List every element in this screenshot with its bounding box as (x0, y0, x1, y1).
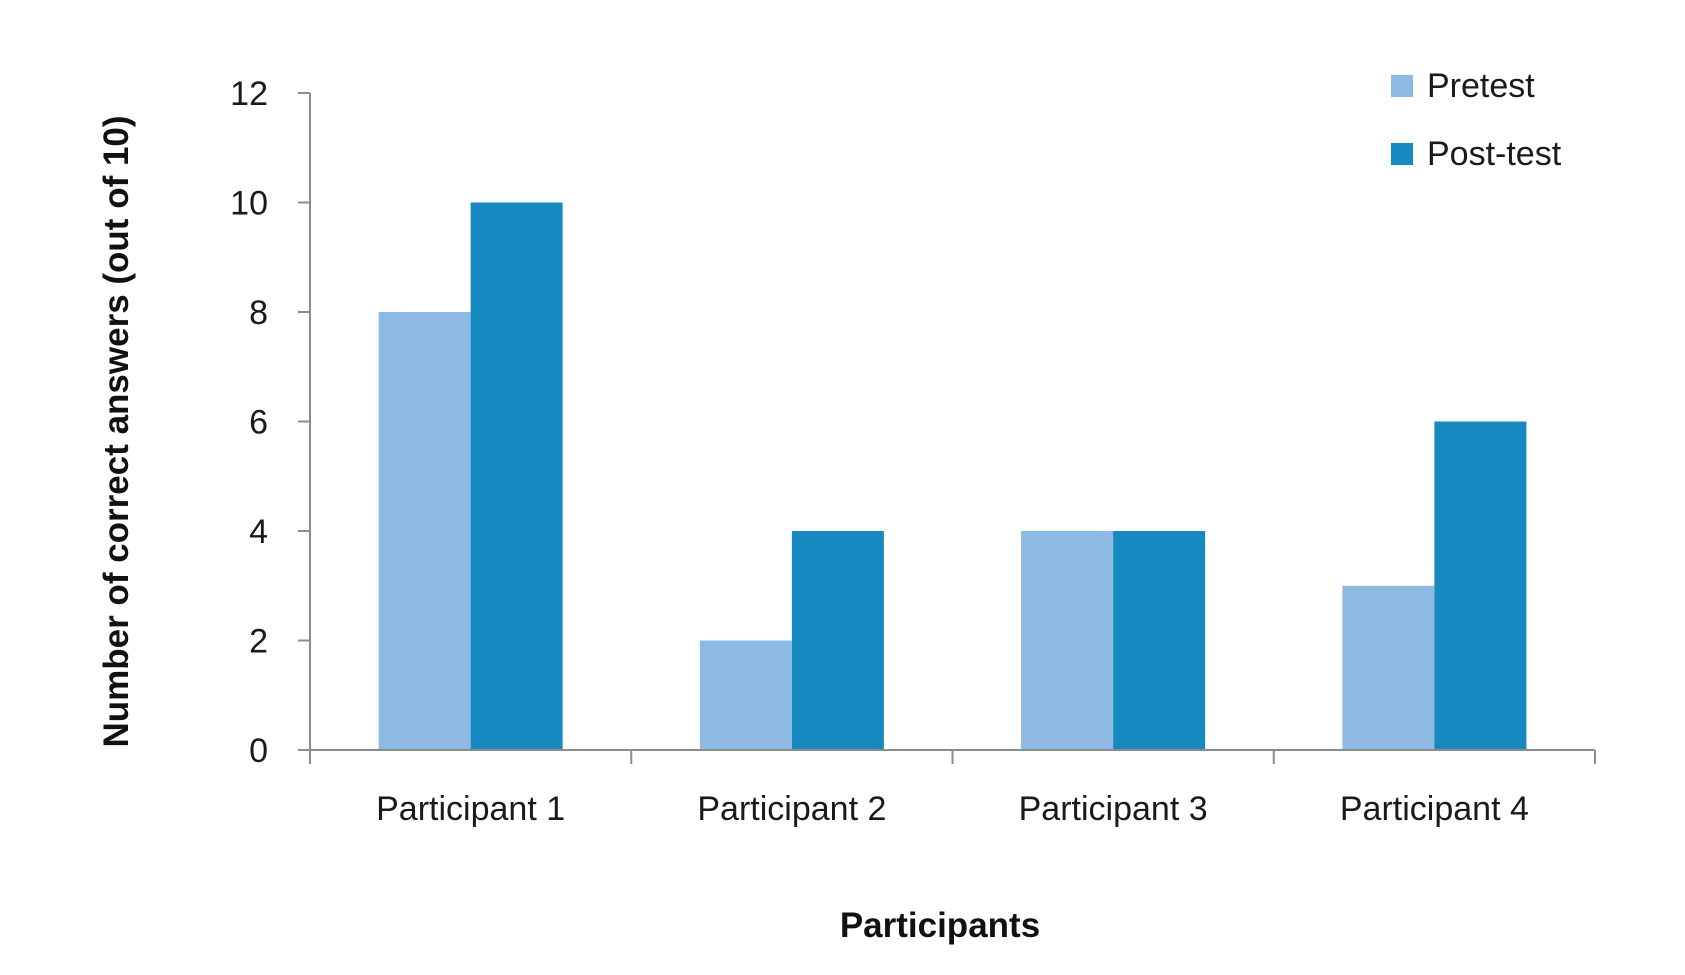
x-category-label: Participant 3 (1019, 790, 1208, 828)
y-tick-label: 0 (249, 732, 268, 770)
y-axis-title: Number of correct answers (out of 10) (97, 115, 136, 747)
bar-pretest-2 (699, 640, 792, 750)
x-axis-title: Participants (840, 906, 1040, 945)
bar-post-test-4 (1434, 421, 1527, 750)
legend-label: Post-test (1427, 135, 1562, 173)
bar-pretest-4 (1342, 585, 1435, 750)
bar-post-test-1 (470, 202, 563, 750)
x-category-label: Participant 2 (697, 790, 886, 828)
y-tick-label: 8 (249, 294, 268, 332)
legend: Pretest Post-test (1391, 67, 1562, 173)
legend-label: Pretest (1427, 67, 1535, 105)
x-categories-group: Participant 1 Participant 2 Participant 3 P… (309, 750, 1596, 828)
bar-pretest-3 (1021, 531, 1114, 750)
bar-pretest-1 (378, 312, 471, 750)
bars-group (378, 202, 1527, 750)
y-tick-label: 4 (249, 513, 268, 551)
bar-post-test-3 (1113, 531, 1206, 750)
y-tick-label: 12 (230, 75, 268, 113)
y-tick-label: 10 (230, 185, 268, 223)
x-category-label: Participant 4 (1340, 790, 1529, 828)
y-ticks-group: 0 2 4 6 8 10 12 (230, 75, 310, 770)
x-category-label: Participant 1 (376, 790, 565, 828)
y-tick-label: 6 (249, 404, 268, 442)
y-tick-label: 2 (249, 623, 268, 661)
bar-post-test-2 (791, 531, 884, 750)
legend-swatch-post-test (1391, 143, 1413, 165)
legend-swatch-pretest (1391, 75, 1413, 97)
